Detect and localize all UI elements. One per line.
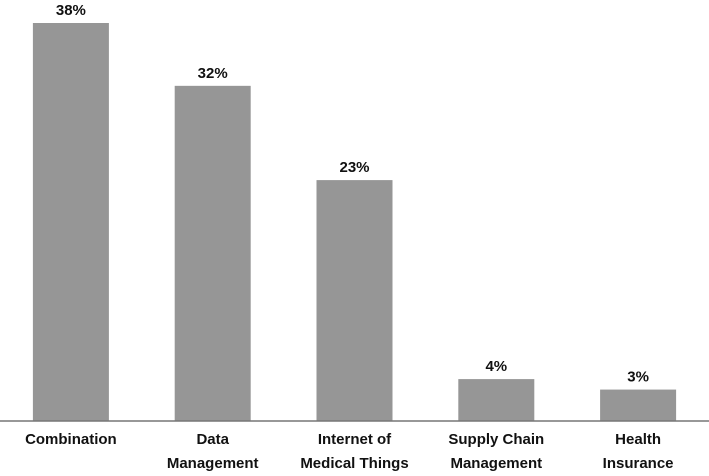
bar: [316, 180, 393, 421]
value-label: 3%: [627, 369, 649, 386]
bar: [458, 379, 535, 421]
value-label: 4%: [485, 358, 507, 375]
value-label: 23%: [339, 159, 369, 176]
bar: [600, 389, 677, 421]
value-label: 38%: [56, 2, 86, 19]
x-tick-label: Internet of Medical Things: [300, 431, 408, 472]
x-tick-label: Health Insurance: [603, 431, 674, 472]
x-tick-label: Supply Chain Management: [448, 431, 544, 472]
bar: [174, 85, 251, 421]
x-tick-label: Data Management: [167, 431, 259, 472]
x-tick-label: Combination: [25, 431, 117, 448]
value-label: 32%: [198, 65, 228, 82]
bar: [32, 23, 109, 421]
